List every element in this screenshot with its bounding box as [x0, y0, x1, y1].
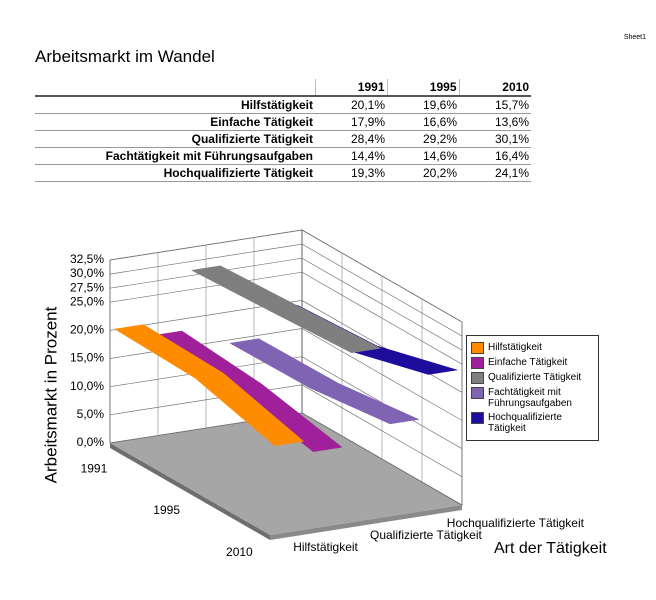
- legend-swatch: [471, 412, 484, 424]
- grid-line: [109, 229, 463, 323]
- row-label: Hochqualifizierte Tätigkeit: [35, 164, 315, 182]
- y-tick-label: 30,0%: [70, 266, 104, 280]
- value-cell: 29,2%: [387, 130, 459, 148]
- grid-line: [109, 243, 463, 337]
- y-tick-label: 20,0%: [70, 323, 104, 337]
- floor: [110, 413, 462, 535]
- sheet-label: Sheet1: [623, 34, 646, 41]
- data-table: 1991 1995 2010 Hilfstätigkeit 20,1% 19,6% 15,7…: [35, 79, 531, 182]
- ribbon-segment: [309, 383, 420, 425]
- value-cell: 20,2%: [387, 164, 459, 182]
- ribbon-segment: [270, 307, 382, 354]
- y-axis-title: Arbeitsmarkt in Prozent: [41, 306, 60, 483]
- floor-side: [110, 443, 270, 540]
- value-cell: 19,3%: [315, 164, 387, 182]
- ribbon-segment: [190, 265, 302, 313]
- table-row: Fachtätigkeit mit Führungsaufgaben 14,4% 1…: [35, 147, 531, 165]
- table-row: Hochqualifizierte Tätigkeit 19,3% 20,2% 24,…: [35, 164, 531, 182]
- depth-tick-label: 1991: [81, 461, 108, 475]
- value-cell: 14,4%: [315, 147, 387, 165]
- legend-label: Qualifizierte Tätigkeit: [488, 372, 582, 383]
- legend-item: Hilfstätigkeit: [471, 342, 594, 354]
- y-tick-label: 0,0%: [77, 435, 105, 449]
- legend-swatch: [471, 372, 484, 384]
- x-tick-label: Hilfstätigkeit: [293, 540, 358, 554]
- y-tick-label: 15,0%: [70, 351, 104, 365]
- grid-line: [109, 384, 463, 478]
- y-tick-label: 25,0%: [70, 294, 104, 308]
- header-cell: 1991: [314, 79, 387, 97]
- legend-item: Fachtätigkeit mit Führungsaufgaben: [471, 387, 594, 409]
- x-tick-label: Qualifizierte Tätigkeit: [370, 528, 482, 542]
- value-cell: 13,6%: [459, 113, 531, 131]
- legend-label: Fachtätigkeit mit Führungsaufgaben: [488, 387, 572, 409]
- legend-item: Einfache Tätigkeit: [471, 357, 594, 369]
- sheet-title: Arbeitsmarkt im Wandel: [35, 47, 215, 66]
- table-row: Qualifizierte Tätigkeit 28,4% 29,2% 30,1%: [35, 130, 531, 148]
- table-header-row: 1991 1995 2010: [35, 79, 531, 97]
- header-cell: [35, 79, 315, 97]
- legend-item: Hochqualifizierte Tätigkeit: [471, 412, 594, 434]
- ribbon-segment: [194, 373, 305, 447]
- x-axis-title: Art der Tätigkeit: [494, 540, 607, 557]
- value-cell: 19,6%: [387, 96, 459, 114]
- value-cell: 14,6%: [387, 147, 459, 165]
- value-cell: 15,7%: [459, 96, 531, 114]
- legend-swatch: [471, 342, 484, 354]
- legend-label: Hilfstätigkeit: [488, 342, 542, 353]
- floor-side: [270, 505, 462, 540]
- row-label: Hilfstätigkeit: [35, 96, 315, 114]
- header-cell: 1995: [386, 79, 459, 97]
- y-tick-label: 27,5%: [70, 280, 104, 294]
- grid-line: [109, 271, 463, 365]
- value-cell: 24,1%: [459, 164, 531, 182]
- grid-line: [109, 257, 463, 351]
- legend-swatch: [471, 387, 484, 399]
- y-tick-label: 5,0%: [77, 407, 105, 421]
- legend-label: Einfache Tätigkeit: [488, 357, 568, 368]
- depth-tick-label: 2010: [226, 545, 253, 559]
- value-cell: 30,1%: [459, 130, 531, 148]
- x-tick-label: Hochqualifizierte Tätigkeit: [447, 516, 585, 530]
- value-cell: 16,6%: [387, 113, 459, 131]
- table-row: Einfache Tätigkeit 17,9% 16,6% 13,6%: [35, 113, 531, 131]
- header-cell: 2010: [458, 79, 531, 97]
- legend: Hilfstätigkeit Einfache Tätigkeit Qualifiz…: [466, 335, 599, 441]
- value-cell: 20,1%: [315, 96, 387, 114]
- depth-tick-label: 1995: [153, 503, 180, 517]
- legend-swatch: [471, 357, 484, 369]
- value-cell: 28,4%: [315, 130, 387, 148]
- table-row: Hilfstätigkeit 20,1% 19,6% 15,7%: [35, 96, 531, 114]
- value-cell: 17,9%: [315, 113, 387, 131]
- row-label: Fachtätigkeit mit Führungsaufgaben: [35, 147, 315, 165]
- row-label: Qualifizierte Tätigkeit: [35, 130, 315, 148]
- value-cell: 16,4%: [459, 147, 531, 165]
- y-tick-label: 10,0%: [70, 379, 104, 393]
- y-tick-label: 32,5%: [70, 252, 104, 266]
- grid-line: [109, 412, 463, 506]
- legend-item: Qualifizierte Tätigkeit: [471, 372, 594, 384]
- legend-label: Hochqualifizierte Tätigkeit: [488, 412, 562, 434]
- row-label: Einfache Tätigkeit: [35, 113, 315, 131]
